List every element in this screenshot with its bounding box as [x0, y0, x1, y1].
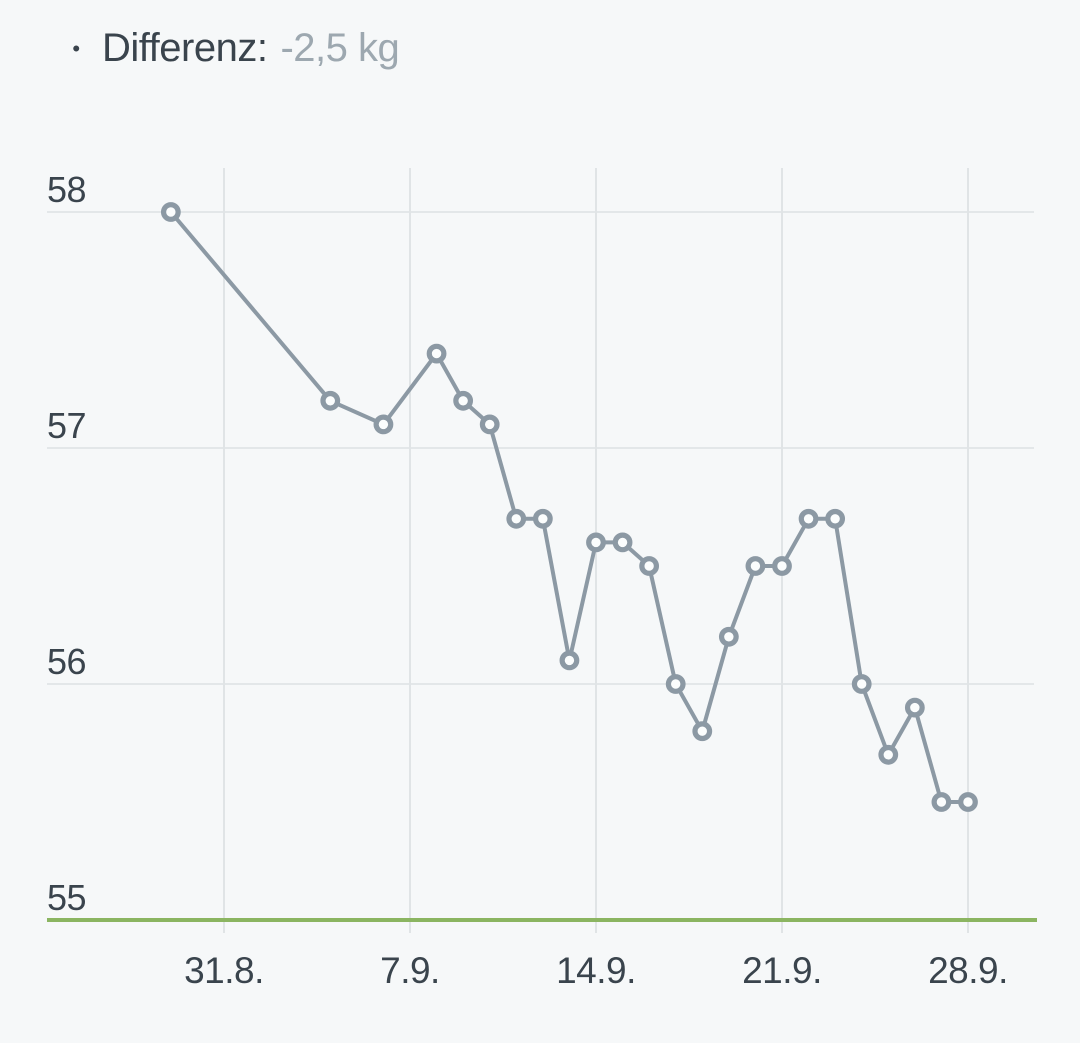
data-point-marker	[426, 343, 447, 364]
data-point-marker	[320, 390, 341, 411]
series-line	[168, 210, 970, 804]
data-point-marker	[506, 508, 527, 529]
data-point-marker	[559, 650, 580, 671]
data-point-marker	[612, 532, 633, 553]
data-point-marker	[453, 390, 474, 411]
data-point-marker	[373, 414, 394, 435]
data-point-marker	[904, 697, 925, 718]
chart-header: • Differenz: -2,5 kg	[0, 26, 399, 71]
x-axis-tick-label: 21.9.	[742, 950, 822, 991]
data-point-marker	[665, 674, 686, 694]
data-point-marker	[825, 508, 846, 529]
x-axis-tick-label: 7.9.	[380, 950, 440, 991]
y-axis-tick-label: 57	[47, 405, 86, 446]
data-point-marker	[639, 556, 660, 576]
x-axis-tick-label: 14.9.	[556, 950, 636, 991]
data-point-marker	[798, 508, 819, 529]
data-point-marker	[692, 721, 713, 742]
data-point-marker	[931, 792, 952, 812]
data-point-marker	[160, 202, 181, 222]
difference-value: -2,5 kg	[280, 26, 400, 70]
data-point-marker	[479, 414, 500, 435]
difference-label: Differenz:	[102, 26, 268, 70]
data-point-marker	[851, 674, 872, 694]
y-axis-tick-label: 58	[47, 169, 86, 210]
x-axis-tick-label: 31.8.	[184, 950, 264, 991]
data-point-marker	[586, 532, 606, 553]
data-point-marker	[958, 792, 978, 812]
bullet-icon: •	[72, 35, 80, 61]
data-point-marker	[878, 744, 899, 765]
data-point-marker	[718, 626, 739, 647]
data-point-marker	[772, 556, 792, 576]
data-point-marker	[745, 556, 766, 576]
data-point-marker	[532, 508, 553, 529]
y-axis-tick-label: 56	[47, 641, 86, 682]
y-axis-tick-label: 55	[47, 877, 86, 918]
x-axis-tick-label: 28.9.	[928, 950, 1008, 991]
